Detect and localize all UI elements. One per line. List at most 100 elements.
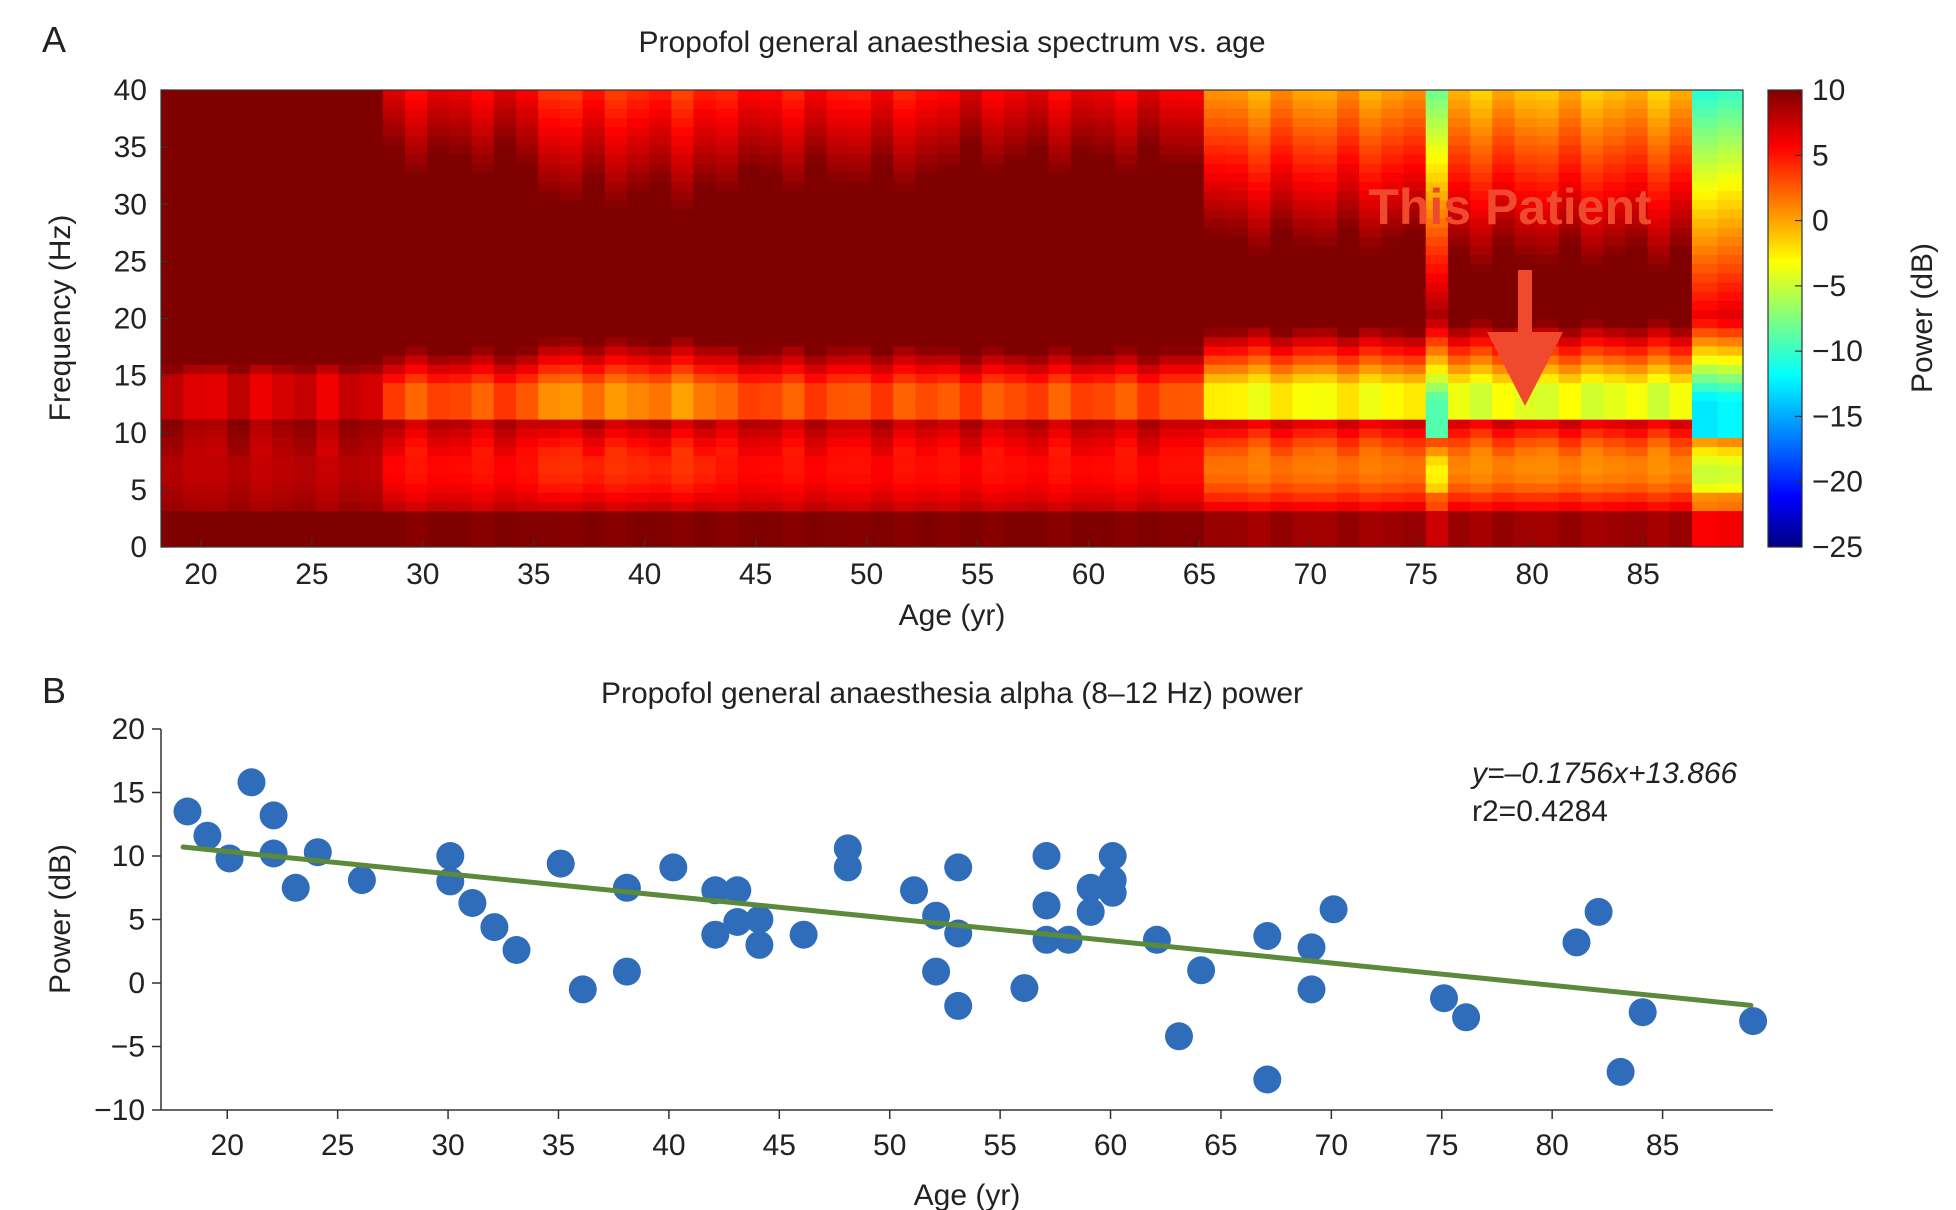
scatter-point xyxy=(1010,974,1039,1003)
heatmap-cell xyxy=(1048,391,1072,402)
r-squared: r2=0.4284 xyxy=(1472,795,1608,828)
heatmap-cell xyxy=(693,254,717,265)
heatmap-cell xyxy=(560,492,584,502)
heatmap-cell xyxy=(959,492,983,502)
heatmap-cell xyxy=(1270,217,1294,228)
heatmap-cell xyxy=(1203,108,1227,119)
heatmap-cell xyxy=(649,227,672,237)
heatmap-cell xyxy=(715,428,739,438)
heatmap-cell xyxy=(737,208,761,219)
heatmap-cell xyxy=(227,501,251,512)
heatmap-cell xyxy=(1048,291,1072,301)
heatmap-cell xyxy=(981,309,1005,320)
heatmap-cell xyxy=(427,199,451,210)
heatmap-cell xyxy=(604,382,628,393)
heatmap-cell xyxy=(626,318,650,329)
heatmap-cell xyxy=(1137,144,1161,155)
heatmap-cell xyxy=(1159,492,1183,502)
heatmap-cell xyxy=(915,153,939,164)
heatmap-cell xyxy=(449,355,473,365)
heatmap-cell xyxy=(915,263,939,274)
heatmap-cell xyxy=(560,208,584,219)
heatmap-cell xyxy=(1647,391,1671,402)
heatmap-cell xyxy=(582,90,606,91)
heatmap-cell xyxy=(249,473,273,484)
heatmap-cell xyxy=(360,245,384,256)
heatmap-cell xyxy=(161,199,184,210)
heatmap-cell xyxy=(1248,135,1271,146)
heatmap-cell xyxy=(582,217,606,228)
heatmap-cell xyxy=(538,272,561,283)
heatmap-cell xyxy=(1181,528,1205,539)
heatmap-cell xyxy=(1514,181,1538,192)
heatmap-cell xyxy=(1691,144,1719,155)
heatmap-cell xyxy=(1581,236,1604,246)
heatmap-cell xyxy=(161,108,184,119)
heatmap-cell xyxy=(626,300,650,310)
heatmap-cell xyxy=(249,272,273,283)
heatmap-cell xyxy=(604,336,628,347)
heatmap-cell xyxy=(1026,90,1050,91)
heatmap-cell xyxy=(449,519,473,530)
heatmap-cell xyxy=(427,272,451,283)
heatmap-cell xyxy=(405,336,428,347)
heatmap-cell xyxy=(161,492,184,502)
heatmap-cell xyxy=(671,382,695,393)
heatmap-cell xyxy=(249,364,273,374)
heatmap-cell xyxy=(1115,492,1138,502)
heatmap-cell xyxy=(493,437,517,448)
heatmap-cell xyxy=(1514,455,1538,466)
heatmap-cell xyxy=(449,172,473,182)
heatmap-cell xyxy=(1536,272,1560,283)
heatmap-cell xyxy=(1381,117,1405,128)
heatmap-cell xyxy=(981,108,1005,119)
heatmap-cell xyxy=(382,364,406,374)
heatmap-cell xyxy=(782,501,806,512)
heatmap-cell xyxy=(1115,400,1138,411)
heatmap-cell xyxy=(1092,208,1116,219)
heatmap-cell xyxy=(338,99,362,109)
heatmap-cell xyxy=(737,108,761,119)
heatmap-cell xyxy=(626,217,650,228)
heatmap-cell xyxy=(1669,172,1693,182)
heatmap-cell xyxy=(1647,172,1671,182)
heatmap-cell xyxy=(227,153,251,164)
heatmap-cell xyxy=(1203,135,1227,146)
heatmap-cell xyxy=(1270,90,1294,100)
heatmap-cell xyxy=(848,117,872,128)
heatmap-cell xyxy=(981,272,1005,283)
heatmap-cell xyxy=(604,537,628,547)
heatmap-cell xyxy=(1226,190,1249,201)
heatmap-cell xyxy=(338,181,362,192)
scatter-point xyxy=(281,873,310,902)
heatmap-cell xyxy=(560,501,584,512)
heatmap-cell xyxy=(183,135,206,146)
heatmap-cell xyxy=(161,473,184,484)
heatmap-cell xyxy=(981,153,1005,164)
heatmap-cell xyxy=(915,272,939,283)
heatmap-cell xyxy=(1026,272,1050,283)
heatmap-cell xyxy=(1381,217,1405,228)
heatmap-cell xyxy=(161,263,184,274)
heatmap-cell xyxy=(737,181,761,192)
heatmap-cell xyxy=(227,373,251,384)
heatmap-cell xyxy=(1647,254,1671,265)
heatmap-cell xyxy=(893,464,916,475)
heatmap-cell xyxy=(959,263,983,274)
heatmap-cell xyxy=(1137,382,1161,393)
heatmap-cell xyxy=(1181,336,1205,347)
heatmap-cell xyxy=(516,318,539,329)
heatmap-cell xyxy=(1470,117,1493,128)
heatmap-cell xyxy=(981,181,1005,192)
heatmap-cell xyxy=(161,355,184,365)
heatmap-cell xyxy=(626,108,650,119)
heatmap-cell xyxy=(1403,90,1427,91)
heatmap-cell xyxy=(893,492,916,502)
heatmap-cell xyxy=(1603,309,1627,320)
heatmap-cell xyxy=(538,400,561,411)
heatmap-cell xyxy=(959,126,983,137)
heatmap-cell xyxy=(1203,537,1227,547)
heatmap-cell xyxy=(1359,364,1382,374)
heatmap-cell xyxy=(693,108,717,119)
heatmap-cell xyxy=(782,217,806,228)
